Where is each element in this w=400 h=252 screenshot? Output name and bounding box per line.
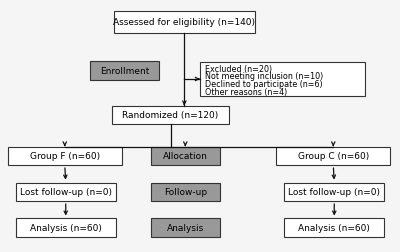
Text: Follow-up: Follow-up xyxy=(164,187,207,197)
Text: Enrollment: Enrollment xyxy=(100,67,149,76)
Text: Lost follow-up (n=0): Lost follow-up (n=0) xyxy=(20,187,112,197)
FancyBboxPatch shape xyxy=(8,147,122,166)
FancyBboxPatch shape xyxy=(284,218,384,237)
Text: Other reasons (n=4): Other reasons (n=4) xyxy=(205,88,287,97)
FancyBboxPatch shape xyxy=(16,218,116,237)
Text: Not meeting inclusion (n=10): Not meeting inclusion (n=10) xyxy=(205,72,323,81)
Text: Randomized (n=120): Randomized (n=120) xyxy=(122,111,219,120)
Text: Group C (n=60): Group C (n=60) xyxy=(298,152,369,161)
Text: Lost follow-up (n=0): Lost follow-up (n=0) xyxy=(288,187,380,197)
Text: Excluded (n=20): Excluded (n=20) xyxy=(205,64,272,73)
FancyBboxPatch shape xyxy=(114,12,255,34)
FancyBboxPatch shape xyxy=(151,218,220,237)
FancyBboxPatch shape xyxy=(90,62,159,80)
FancyBboxPatch shape xyxy=(151,183,220,201)
Text: Declined to participate (n=6): Declined to participate (n=6) xyxy=(205,80,322,89)
Text: Analysis (n=60): Analysis (n=60) xyxy=(298,223,370,232)
FancyBboxPatch shape xyxy=(151,147,220,166)
FancyBboxPatch shape xyxy=(276,147,390,166)
FancyBboxPatch shape xyxy=(112,106,230,125)
Text: Assessed for eligibility (n=140): Assessed for eligibility (n=140) xyxy=(113,18,255,27)
Text: Analysis: Analysis xyxy=(167,223,204,232)
FancyBboxPatch shape xyxy=(200,63,365,96)
FancyBboxPatch shape xyxy=(284,183,384,201)
Text: Group F (n=60): Group F (n=60) xyxy=(30,152,100,161)
FancyBboxPatch shape xyxy=(16,183,116,201)
Text: Allocation: Allocation xyxy=(163,152,208,161)
Text: Analysis (n=60): Analysis (n=60) xyxy=(30,223,102,232)
